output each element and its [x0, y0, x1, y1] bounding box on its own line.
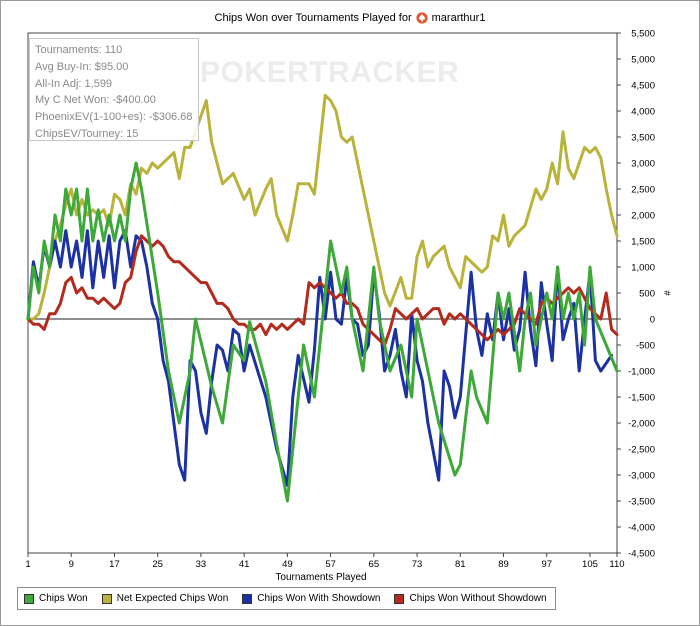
x-tick-label: 49: [282, 559, 293, 570]
y-tick-label: 3,500: [631, 133, 655, 144]
x-tick-label: 25: [152, 559, 163, 570]
legend-item: Net Expected Chips Won: [101, 593, 229, 604]
chart-title: Chips Won over Tournaments Played for ma…: [0, 12, 700, 24]
x-tick-label: 73: [412, 559, 423, 570]
info-line: My C Net Won: -$400.00: [35, 94, 156, 107]
y-tick-label: -500: [636, 341, 655, 352]
x-tick-label: 89: [498, 559, 509, 570]
y-tick-label: -3,000: [628, 471, 655, 482]
y-tick-label: -1,500: [628, 393, 655, 404]
y-tick-label: 500: [639, 289, 655, 300]
legend-label: Chips Won Without Showdown: [409, 593, 547, 604]
y-axis-label: #: [661, 290, 672, 296]
y-tick-label: 2,000: [631, 211, 655, 222]
y-tick-label: 1,000: [631, 263, 655, 274]
y-tick-label: 5,000: [631, 55, 655, 66]
net-expected-chips-won-line: [26, 93, 619, 321]
chips-won-line: [26, 161, 619, 503]
y-tick-label: 0: [650, 315, 655, 326]
stats-info-box: Tournaments: 110 Avg Buy-In: $95.00 All-In…: [29, 38, 199, 141]
legend-item: Chips Won Without Showdown: [394, 593, 547, 604]
x-tick-label: 9: [69, 559, 74, 570]
y-tick-label: 3,000: [631, 159, 655, 170]
watermark: POKERTRACKER: [200, 56, 460, 89]
x-tick-label: 110: [609, 559, 624, 570]
player-name: mararthur1: [431, 12, 486, 24]
legend-label: Chips Won With Showdown: [257, 593, 381, 604]
info-line: Avg Buy-In: $95.00: [35, 60, 129, 73]
legend-label: Chips Won: [39, 593, 88, 604]
y-tick-label: -2,000: [628, 419, 655, 430]
y-tick-label: 4,500: [631, 81, 655, 92]
y-tick-label: -4,500: [628, 549, 655, 560]
info-line: Tournaments: 110: [35, 44, 123, 56]
info-line: ChipsEV/Tourney: 15: [35, 127, 139, 140]
x-tick-label: 81: [455, 559, 466, 570]
x-tick-label: 105: [582, 559, 598, 570]
x-tick-label: 33: [196, 559, 207, 570]
x-tick-label: 1: [25, 559, 30, 570]
x-axis-label: Tournaments Played: [275, 572, 367, 583]
x-tick-label: 65: [369, 559, 380, 570]
legend-label: Net Expected Chips Won: [116, 593, 229, 604]
chart-title-text: Chips Won over Tournaments Played for: [214, 12, 412, 24]
legend-item: Chips Won With Showdown: [242, 593, 380, 604]
y-tick-label: 1,500: [631, 237, 655, 248]
info-line: All-In Adj: 1,599: [35, 77, 113, 90]
x-tick-label: 57: [325, 559, 336, 570]
x-tick-label: 17: [109, 559, 120, 570]
info-line: PhoenixEV(1-100+es): -$306.68: [35, 111, 193, 124]
x-tick-label: 41: [239, 559, 250, 570]
y-tick-label: 2,500: [631, 185, 655, 196]
legend-swatch: [394, 593, 405, 604]
y-tick-label: 4,000: [631, 107, 655, 118]
x-tick-label: 97: [541, 559, 552, 570]
y-tick-label: -1,000: [628, 367, 655, 378]
legend-swatch: [242, 593, 253, 604]
legend: Chips Won Net Expected Chips Won Chips Won…: [17, 587, 556, 610]
legend-item: Chips Won: [24, 593, 88, 604]
y-tick-label: 5,500: [631, 29, 655, 40]
spade-logo-icon: [416, 12, 428, 24]
legend-swatch: [24, 593, 34, 604]
y-tick-label: -3,500: [628, 497, 655, 508]
y-tick-label: -4,000: [628, 523, 655, 534]
legend-swatch: [101, 593, 112, 604]
chips-won-without-showdown-line: [26, 234, 619, 347]
y-tick-label: -2,500: [628, 445, 655, 456]
